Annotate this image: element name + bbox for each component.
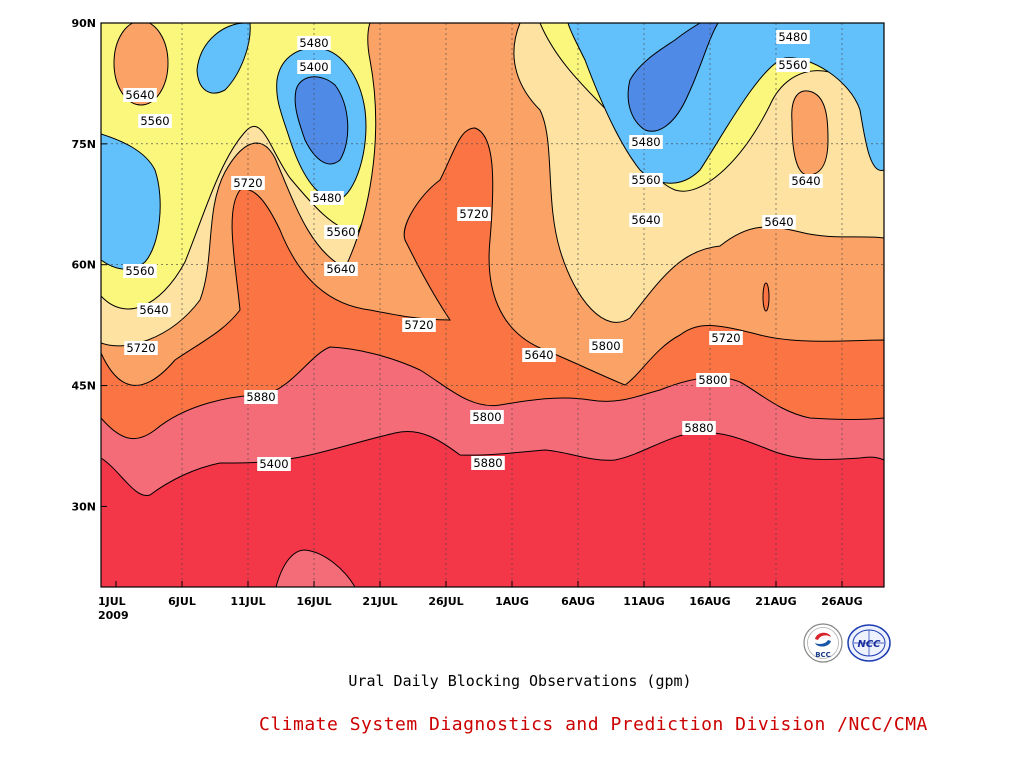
- contour-label: 5400: [259, 457, 288, 471]
- contour-label: 5560: [125, 264, 154, 278]
- credit-line: Climate System Diagnostics and Predictio…: [259, 714, 928, 735]
- contour-label-bg: [138, 114, 172, 128]
- contour-label: 5720: [459, 207, 488, 221]
- contour-label: 5480: [299, 36, 328, 50]
- contour-label-bg: [324, 225, 358, 239]
- y-tick-label: 60N: [71, 259, 96, 272]
- contour-label: 5720: [126, 341, 155, 355]
- x-axis: 1JUL 6JUL 11JUL 16JUL 21JUL 26JUL 1AUG 6AUG 11AU…: [98, 581, 863, 608]
- x-tick-label: 6JUL: [168, 595, 196, 608]
- contour-label: 5560: [778, 58, 807, 72]
- blob-5720-small: [762, 282, 770, 312]
- contour-label: 5480: [631, 135, 660, 149]
- contour-label: 5800: [591, 339, 620, 353]
- bcc-logo: BCC: [803, 623, 843, 663]
- contour-label: 5880: [246, 390, 275, 404]
- ncc-logo-text: NCC: [857, 639, 881, 650]
- contour-label-bg: [297, 60, 331, 74]
- contour-label-bg: [457, 207, 491, 221]
- y-tick-label: 30N: [71, 500, 96, 513]
- blob-5640-right: [791, 90, 829, 176]
- contour-label-bg: [231, 176, 265, 190]
- contour-label: 5800: [698, 373, 727, 387]
- chart-caption: Ural Daily Blocking Observations (gpm): [348, 672, 692, 690]
- contour-label-bg: [629, 135, 663, 149]
- contour-label: 5640: [764, 215, 793, 229]
- y-tick-label: 75N: [71, 138, 96, 151]
- x-start-year: 2009: [98, 609, 129, 622]
- x-tick-label: 26JUL: [428, 595, 463, 608]
- contour-label: 5720: [404, 318, 433, 332]
- x-tick-label: 26AUG: [821, 595, 862, 608]
- band-above-5880: [101, 431, 884, 587]
- x-tick-label: 11JUL: [230, 595, 265, 608]
- contour-label-bg: [629, 173, 663, 187]
- contour-label: 5640: [125, 88, 154, 102]
- contour-label-bg: [522, 348, 556, 362]
- contour-label-bg: [123, 88, 157, 102]
- contour-label-bg: [297, 36, 331, 50]
- contour-label: 5640: [791, 174, 820, 188]
- y-tick-label: 90N: [71, 17, 96, 30]
- contour-label: 5640: [524, 348, 553, 362]
- contour-label: 5560: [140, 114, 169, 128]
- bcc-logo-text: BCC: [815, 651, 831, 659]
- x-tick-label: 16AUG: [689, 595, 730, 608]
- grid-lines: [101, 23, 884, 587]
- x-tick-label: 1AUG: [495, 595, 529, 608]
- contour-label-bg: [244, 390, 278, 404]
- blob-5400-center: [294, 76, 349, 165]
- y-tick-label: 45N: [71, 380, 96, 393]
- contour-label: 5560: [326, 225, 355, 239]
- contour-fill-layer: [101, 23, 884, 587]
- x-tick-label: 21AUG: [755, 595, 796, 608]
- contour-label-bg: [470, 410, 504, 424]
- x-tick-label: 6AUG: [561, 595, 595, 608]
- contour-label: 5480: [778, 30, 807, 44]
- contour-label-bg: [762, 215, 796, 229]
- contour-label-bg: [589, 339, 623, 353]
- contour-label: 5400: [299, 60, 328, 74]
- x-tick-label: 11AUG: [623, 595, 664, 608]
- contour-label-bg: [123, 264, 157, 278]
- contour-label: 5640: [631, 213, 660, 227]
- contour-labels: 5480 5400 5640 5560 5720 5480 5560 5640 5560 5640…: [123, 30, 823, 471]
- contour-label: 5800: [472, 410, 501, 424]
- blob-5480-left: [101, 133, 161, 270]
- ncc-logo: NCC: [847, 624, 891, 662]
- contour-label-bg: [137, 303, 171, 317]
- contour-label: 5880: [473, 456, 502, 470]
- plot-frame: [100, 22, 885, 588]
- contour-label-bg: [776, 30, 810, 44]
- blob-5640-top-left: [113, 23, 169, 106]
- contour-label-bg: [471, 456, 505, 470]
- contour-label-bg: [709, 331, 743, 345]
- contour-label-bg: [124, 341, 158, 355]
- contour-label-bg: [257, 457, 291, 471]
- contour-label: 5720: [233, 176, 262, 190]
- contour-label-bg: [402, 318, 436, 332]
- contour-label-bg: [324, 262, 358, 276]
- contour-label-bg: [776, 58, 810, 72]
- x-tick-label: 1JUL: [98, 595, 126, 608]
- x-tick-label: 21JUL: [362, 595, 397, 608]
- contour-label: 5720: [711, 331, 740, 345]
- contour-label: 5480: [312, 191, 341, 205]
- contour-label-bg: [696, 373, 730, 387]
- contour-label: 5560: [631, 173, 660, 187]
- contour-label: 5880: [684, 421, 713, 435]
- x-tick-label: 16JUL: [296, 595, 331, 608]
- contour-label-bg: [789, 174, 823, 188]
- contour-label-bg: [682, 421, 716, 435]
- contour-label-bg: [629, 213, 663, 227]
- y-axis: 30N 45N 60N 75N 90N: [71, 17, 107, 513]
- contour-label-bg: [310, 191, 344, 205]
- blob-5480-top-left: [196, 23, 251, 94]
- contour-label: 5640: [139, 303, 168, 317]
- blob-5880-bottom: [275, 549, 356, 587]
- contour-label: 5640: [326, 262, 355, 276]
